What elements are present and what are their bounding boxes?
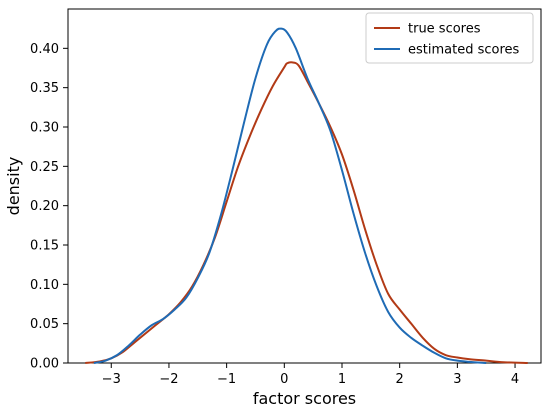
- y-tick-label: 0.25: [30, 160, 59, 175]
- y-tick-label: 0.35: [30, 81, 59, 96]
- y-tick-label: 0.05: [30, 317, 59, 332]
- x-tick-label: 0: [280, 372, 288, 387]
- legend: true scores estimated scores: [365, 12, 534, 64]
- y-tick-label: 0.15: [30, 239, 59, 254]
- series-layer: [85, 27, 528, 364]
- x-axis: −3 −2 −1 0 1 2 3 4: [102, 363, 519, 387]
- y-tick-label: 0.10: [30, 278, 59, 293]
- y-tick-label: 0.00: [30, 357, 59, 372]
- legend-label-true-scores: true scores: [408, 22, 481, 37]
- y-axis: 0.00 0.05 0.10 0.15 0.20 0.25 0.30 0.35 0.40: [30, 42, 68, 372]
- plot-area: [67, 8, 542, 364]
- y-tick-label: 0.20: [30, 199, 59, 214]
- y-tick-label: 0.30: [30, 121, 59, 136]
- x-tick-label: 1: [338, 372, 346, 387]
- x-axis-title: factor scores: [253, 389, 356, 408]
- x-tick-label: −1: [217, 372, 236, 387]
- plot-frame: [67, 8, 542, 364]
- x-tick-label: −2: [159, 372, 178, 387]
- estimated-scores-line: [93, 27, 487, 364]
- x-tick-label: 3: [453, 372, 461, 387]
- x-tick-label: −3: [102, 372, 121, 387]
- y-tick-label: 0.40: [30, 42, 59, 57]
- x-tick-label: 2: [396, 372, 404, 387]
- legend-label-estimated-scores: estimated scores: [408, 43, 520, 58]
- y-axis-title: density: [4, 157, 23, 216]
- x-tick-label: 4: [511, 372, 519, 387]
- true-scores-line: [85, 61, 528, 364]
- legend-box: [365, 12, 534, 64]
